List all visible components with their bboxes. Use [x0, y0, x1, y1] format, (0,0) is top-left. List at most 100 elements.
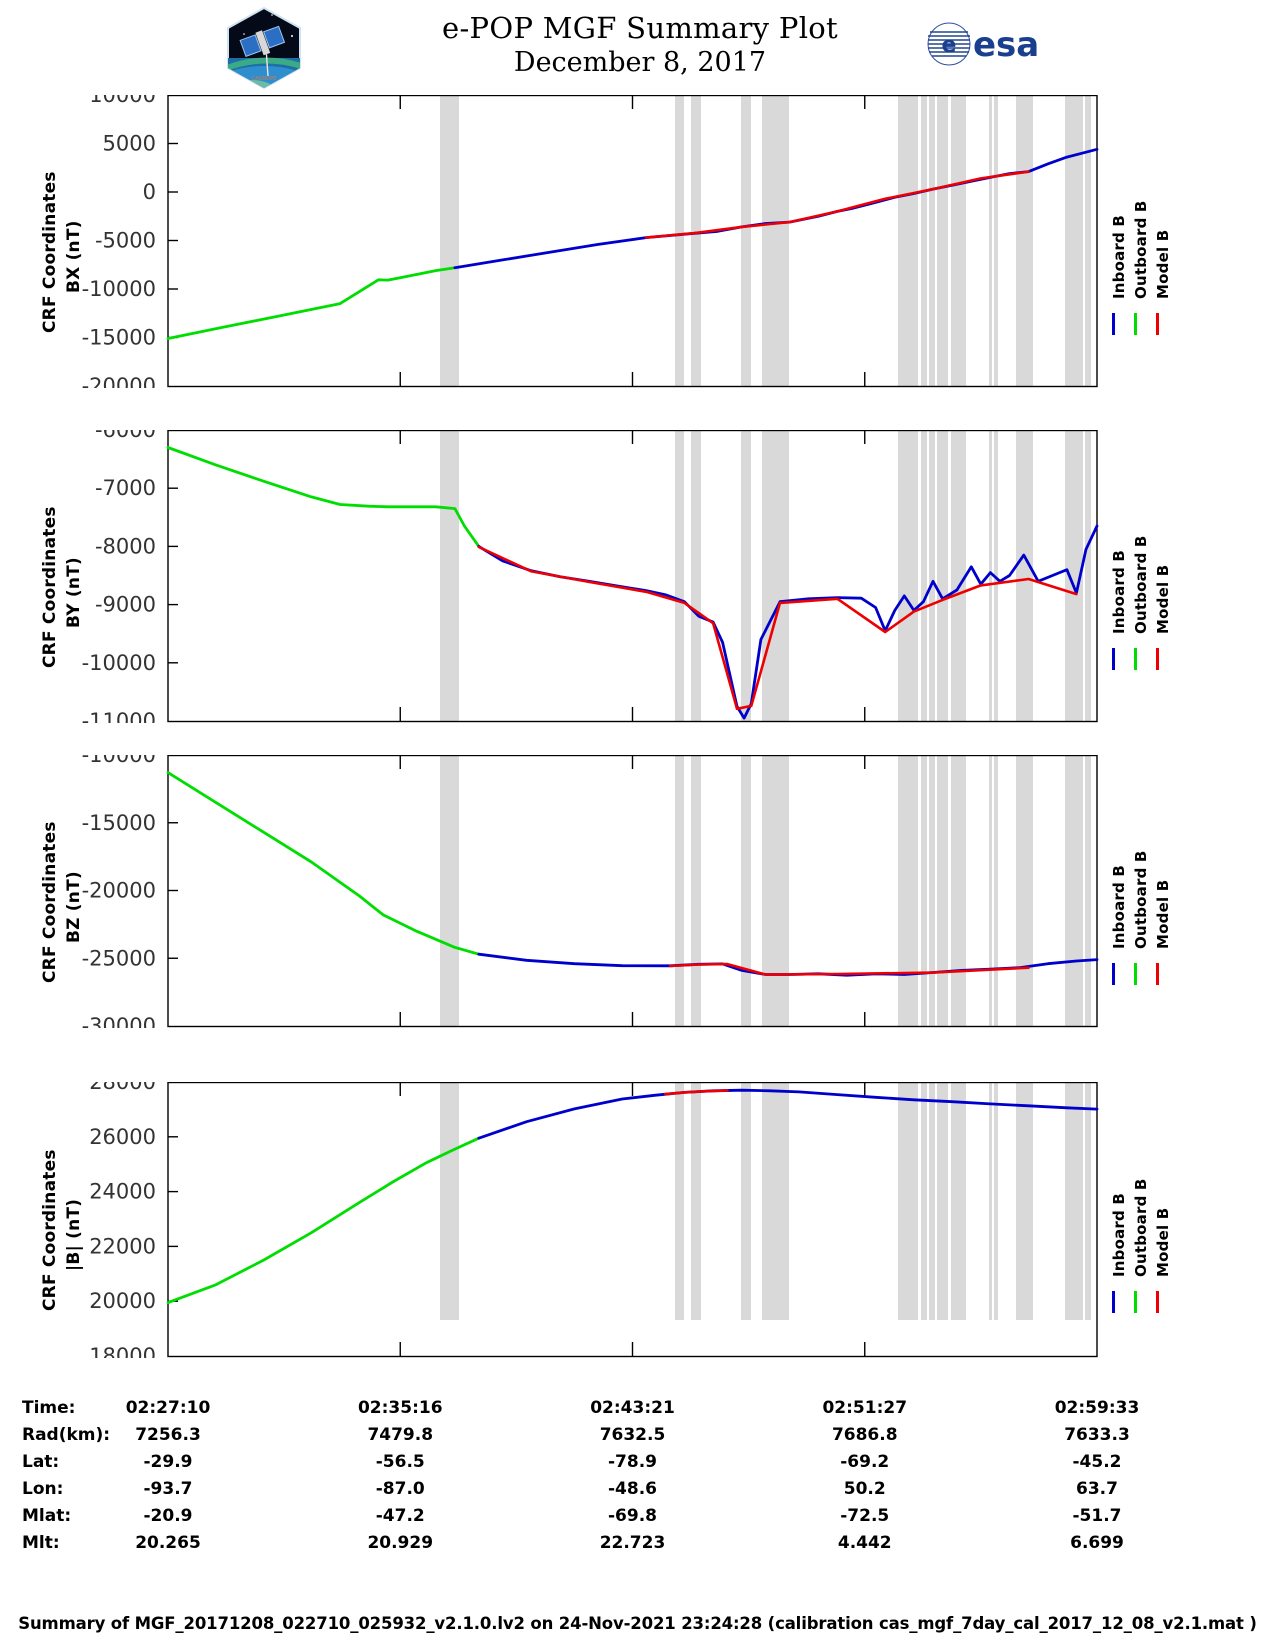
y-tick-label: 20000 [89, 1289, 156, 1313]
data-gap-band [691, 1082, 701, 1320]
table-cell: 20.265 [135, 1533, 201, 1553]
data-gap-band [898, 1082, 918, 1320]
data-gap-band [1016, 430, 1033, 721]
y-tick-label: 28000 [89, 1082, 156, 1094]
y-axis-title-unit: BY (nT) [64, 556, 84, 628]
y-tick-label: -10000 [82, 755, 156, 767]
data-gap-band [1085, 1082, 1091, 1320]
table-row: Lat: -29.9 -56.5 -78.9 -69.2 -45.2 [0, 1452, 1275, 1479]
table-row-label: Mlat: [22, 1506, 72, 1526]
table-row-label: Lat: [22, 1452, 60, 1472]
y-tick-label: 10000 [89, 95, 156, 107]
series-line-outboard-b [166, 1136, 481, 1305]
table-cell: -20.9 [143, 1506, 193, 1526]
y-tick-label: -11000 [82, 709, 156, 723]
legend-swatch-inboard [1112, 1291, 1115, 1313]
table-cell: 50.2 [843, 1479, 886, 1499]
plot-area-b: 18000 20000 22000 24000 26000 28000 [89, 1082, 1099, 1358]
table-cell: 63.7 [1076, 1479, 1118, 1499]
data-gap-band [762, 95, 789, 386]
table-row-label: Lon: [22, 1479, 64, 1499]
legend-label-model: Model B [1154, 1207, 1172, 1277]
plot-area-by: -11000 -10000 -9000 -8000 -7000 -6000 [82, 430, 1099, 723]
data-gap-band [921, 430, 927, 721]
series-line-outboard-b [166, 266, 457, 340]
plot-panel-bx: -20000 -15000 -10000 -5000 0 5000 10000 CRF Coo… [0, 95, 1275, 388]
series-line-model-b [477, 545, 1078, 711]
data-gap-band [951, 755, 966, 1026]
data-gap-band [440, 755, 459, 1026]
data-gap-band [675, 755, 684, 1026]
legend-swatch-outboard [1134, 962, 1137, 985]
data-gap-band [994, 1082, 998, 1320]
data-gap-band [741, 755, 751, 1026]
title-line-1: e-POP MGF Summary Plot [442, 11, 838, 45]
legend-label-model: Model B [1154, 879, 1172, 949]
data-gap-band [898, 430, 918, 721]
data-gap-band [691, 430, 701, 721]
data-gap-band [929, 1082, 935, 1320]
table-cell: 22.723 [599, 1533, 666, 1553]
data-gap-band [929, 430, 935, 721]
y-tick-label: -9000 [95, 593, 156, 617]
y-tick-label: -15000 [82, 326, 156, 350]
y-tick-label: -20000 [82, 879, 156, 903]
ephemeris-table: Time: 02:27:10 02:35:16 02:43:21 02:51:27 02:… [0, 1398, 1275, 1560]
table-cell: 02:59:33 [1054, 1398, 1140, 1418]
data-gap-band [1065, 95, 1083, 386]
table-cell: -48.6 [608, 1479, 657, 1499]
series-line-model-b [644, 170, 1030, 239]
series-line-model-b [663, 1089, 729, 1096]
table-cell: 02:35:16 [357, 1398, 443, 1418]
data-gap-band [989, 430, 992, 721]
legend-label-inboard: Inboard B [1110, 1192, 1128, 1277]
plot-panel-b: 18000 20000 22000 24000 26000 28000 CRF Coordi… [0, 1082, 1275, 1358]
table-row-label: Rad(km): [22, 1425, 111, 1445]
y-tick-label: -7000 [95, 476, 156, 500]
data-gap-band [921, 1082, 927, 1320]
series-line-inboard-b [477, 1088, 1099, 1140]
plot-area-bz: -30000 -25000 -20000 -15000 -10000 [82, 755, 1099, 1028]
table-cell: 4.442 [837, 1533, 892, 1553]
data-gap-band [1085, 430, 1091, 721]
y-tick-label: -15000 [82, 811, 156, 835]
series-line-inboard-b [477, 524, 1099, 720]
y-tick-label: 5000 [103, 132, 156, 156]
y-axis-title-unit: BX (nT) [64, 219, 84, 293]
plot-panel-bz: -30000 -25000 -20000 -15000 -10000 CRF Coordi… [0, 755, 1275, 1028]
title-line-2: December 8, 2017 [513, 47, 767, 78]
table-cell: 02:27:10 [125, 1398, 211, 1418]
y-tick-label: 26000 [89, 1125, 156, 1149]
legend-swatch-model [1156, 1291, 1159, 1313]
data-gap-band [921, 755, 927, 1026]
legend-label-inboard: Inboard B [1110, 214, 1128, 299]
table-cell: 6.699 [1070, 1533, 1124, 1553]
svg-text:CASSIOPE: CASSIOPE [252, 76, 277, 82]
table-cell: 7686.8 [831, 1425, 898, 1445]
data-gap-band [691, 755, 701, 1026]
legend-swatch-model [1156, 312, 1159, 335]
y-tick-label: -20000 [82, 374, 156, 388]
legend-label-inboard: Inboard B [1110, 549, 1128, 634]
svg-text:e: e [942, 33, 957, 58]
data-gap-band [989, 1082, 992, 1320]
legend-label-inboard: Inboard B [1110, 864, 1128, 949]
data-gap-band [989, 755, 992, 1026]
data-gap-band [741, 95, 751, 386]
data-gap-band [994, 95, 998, 386]
y-tick-label: 22000 [89, 1234, 156, 1258]
y-axis-title-primary: CRF Coordinates [40, 820, 60, 983]
table-cell: -47.2 [375, 1506, 425, 1526]
data-gap-band [440, 95, 459, 386]
data-gap-band [989, 95, 992, 386]
table-row-label: Time: [22, 1398, 76, 1418]
y-tick-label: -6000 [95, 430, 156, 442]
series-line-outboard-b [166, 446, 481, 548]
data-gap-band [994, 755, 998, 1026]
data-gap-band [762, 1082, 789, 1320]
data-gap-band [1085, 95, 1091, 386]
table-cell: 7632.5 [599, 1425, 666, 1445]
table-cell: -56.5 [375, 1452, 425, 1472]
esa-wordmark: esa [973, 25, 1039, 65]
data-gap-band [1016, 755, 1033, 1026]
